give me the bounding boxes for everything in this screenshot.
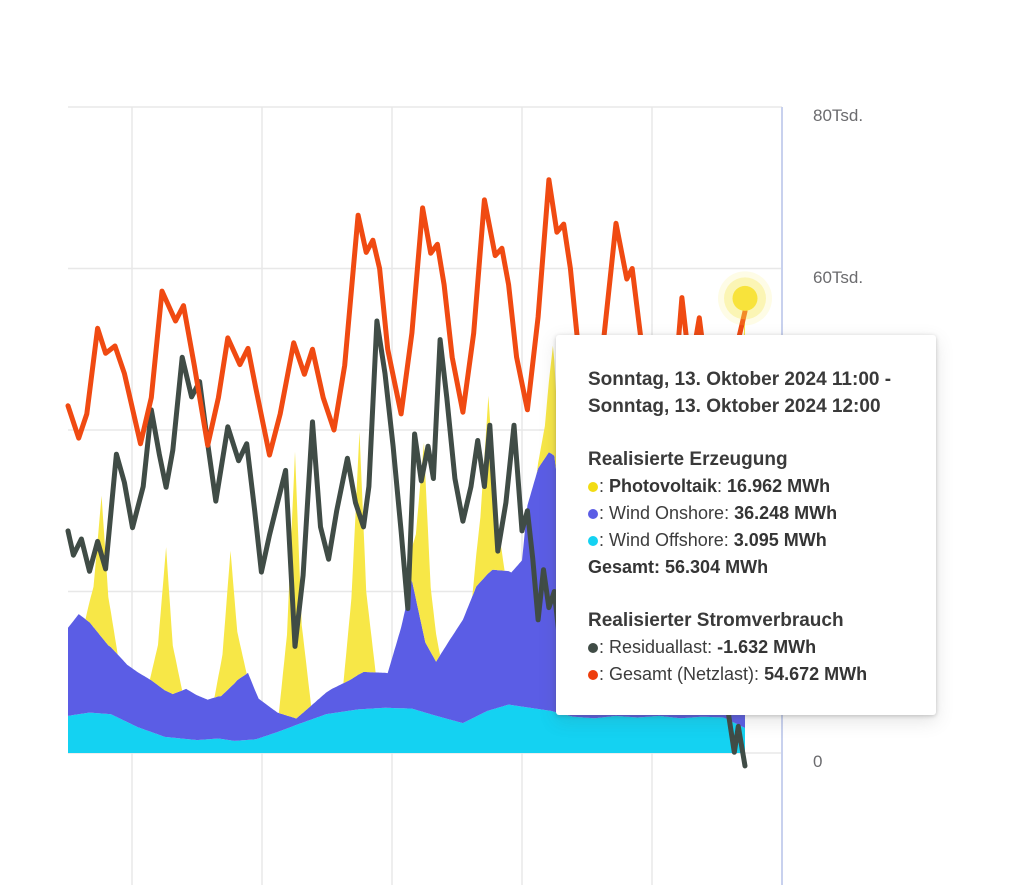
tooltip-row-wind-onshore: : Wind Onshore: 36.248 MWh — [588, 500, 912, 527]
wind-onshore-legend-dot-icon — [588, 509, 598, 519]
tooltip-row-value: 36.248 MWh — [734, 503, 838, 523]
residuallast-legend-dot-icon — [588, 643, 598, 653]
tooltip-total-row: Gesamt: 56.304 MWh — [588, 557, 769, 577]
tooltip-row-value: 3.095 MWh — [733, 530, 827, 550]
area-wind-offshore — [68, 704, 745, 753]
tooltip-row-gesamt-netzlast: : Gesamt (Netzlast): 54.672 MWh — [588, 661, 912, 688]
tooltip-row-label: Photovoltaik — [609, 476, 718, 496]
tooltip-row-photovoltaik: : Photovoltaik: 16.962 MWh — [588, 473, 912, 500]
tooltip-title-line-2: Sonntag, 13. Oktober 2024 12:00 — [588, 396, 881, 417]
tooltip-row-wind-offshore: : Wind Offshore: 3.095 MWh — [588, 527, 912, 554]
tooltip-section-0: Realisierte Erzeugung : Photovoltaik: 16.… — [588, 446, 912, 581]
y-axis-tick-60: 60Tsd. — [813, 267, 864, 287]
tooltip-row-value: 54.672 MWh — [764, 664, 868, 684]
tooltip-row-value: -1.632 MWh — [717, 637, 817, 657]
tooltip-row-residuallast: : Residuallast: -1.632 MWh — [588, 634, 912, 661]
tooltip-section-heading: Realisierte Erzeugung — [588, 449, 788, 470]
tooltip-row-label: Gesamt (Netzlast) — [609, 664, 755, 684]
y-axis-tick-0: 0 — [813, 752, 823, 771]
tooltip-title-line-1: Sonntag, 13. Oktober 2024 11:00 - — [588, 369, 892, 390]
tooltip-row-label: Wind Onshore — [609, 503, 725, 523]
hover-marker[interactable] — [732, 285, 758, 311]
tooltip-row-label: Wind Offshore — [609, 530, 724, 550]
y-axis-tick-80: 80Tsd. — [813, 106, 864, 125]
tooltip-row-label: Residuallast — [609, 637, 708, 657]
chart-tooltip: Sonntag, 13. Oktober 2024 11:00 - Sonnta… — [556, 335, 936, 715]
gesamt-netzlast-legend-dot-icon — [588, 670, 598, 680]
tooltip-section-heading: Realisierter Stromverbrauch — [588, 610, 844, 631]
wind-offshore-legend-dot-icon — [588, 536, 598, 546]
photovoltaik-legend-dot-icon — [588, 482, 598, 492]
tooltip-section-1: Realisierter Stromverbrauch : Residuallas… — [588, 607, 912, 688]
tooltip-row-value: 16.962 MWh — [727, 476, 831, 496]
